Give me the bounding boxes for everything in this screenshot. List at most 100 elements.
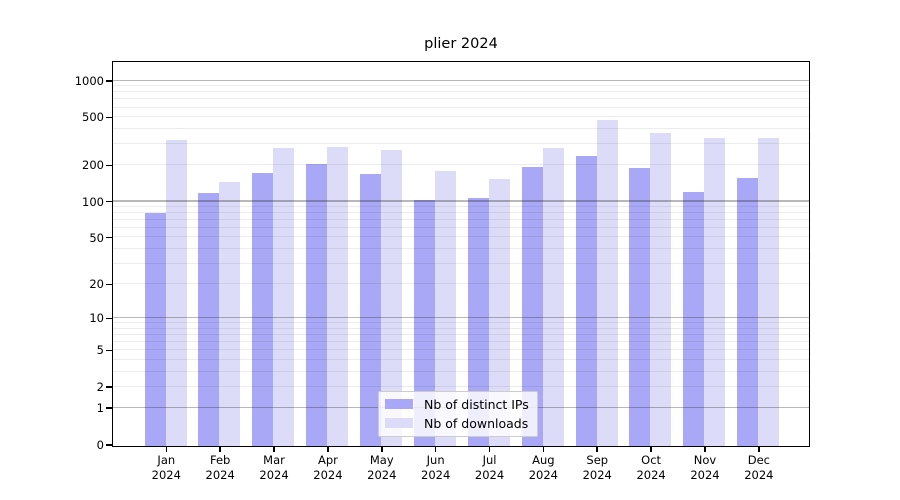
y-tick-label: 1: [96, 401, 104, 416]
x-tick-label: Aug 2024: [528, 453, 559, 482]
plot-inner: [113, 62, 809, 446]
minor-gridline: [113, 341, 809, 343]
y-tick-mark: [105, 80, 112, 82]
legend-swatch-distinct-ips: [385, 398, 413, 410]
minor-gridline: [113, 370, 809, 372]
minor-gridline: [113, 219, 809, 221]
bar-downloads: [650, 133, 672, 446]
y-tick-label: 1000: [74, 73, 104, 88]
minor-gridline: [113, 116, 809, 118]
x-tick-label: Oct 2024: [636, 453, 666, 482]
bar-distinct-ips: [413, 199, 435, 446]
x-tick-mark: [758, 446, 760, 452]
bar-distinct-ips: [144, 212, 166, 446]
minor-gridline: [113, 262, 809, 264]
minor-gridline: [113, 236, 809, 238]
legend-label: Nb of distinct IPs: [424, 396, 529, 412]
x-tick-label: Jun 2024: [421, 453, 451, 482]
gridlines-layer: [113, 62, 809, 446]
y-tick-mark: [105, 407, 112, 410]
bar-downloads: [758, 137, 780, 446]
bar-distinct-ips: [306, 163, 328, 446]
y-tick-label: 50: [89, 230, 104, 245]
minor-gridline: [113, 127, 809, 129]
legend-swatch-downloads: [385, 417, 413, 429]
x-tick-label: Jul 2024: [474, 453, 505, 482]
y-tick-label: 5: [96, 343, 104, 358]
minor-gridline: [113, 142, 809, 144]
bar-downloads: [704, 138, 726, 446]
y-tick-mark: [105, 349, 112, 352]
y-tick-label: 10: [89, 311, 104, 326]
minor-gridline: [113, 85, 809, 87]
x-tick-label: Apr 2024: [313, 453, 343, 482]
minor-gridline: [113, 227, 809, 229]
major-gridline: [113, 317, 809, 319]
legend-item: Nb of distinct IPs: [385, 396, 529, 412]
chart-title: plier 2024: [424, 36, 498, 52]
x-tick-mark: [650, 446, 652, 452]
minor-gridline: [113, 212, 809, 214]
bar-distinct-ips: [198, 192, 220, 446]
minor-gridline: [113, 106, 809, 108]
bar-downloads: [273, 148, 295, 446]
bar-distinct-ips: [737, 177, 759, 446]
x-tick-mark: [165, 446, 168, 452]
x-tick-mark: [704, 446, 706, 452]
y-tick-label: 20: [89, 277, 104, 292]
bar-downloads: [596, 120, 618, 446]
minor-gridline: [113, 334, 809, 336]
x-tick-mark: [434, 446, 437, 452]
bar-distinct-ips: [575, 155, 597, 446]
x-tick-label: Dec 2024: [744, 453, 774, 482]
bar-downloads: [165, 139, 187, 446]
x-tick-label: Nov 2024: [690, 453, 720, 482]
minor-gridline: [113, 358, 809, 360]
minor-gridline: [113, 98, 809, 100]
y-tick-mark: [105, 283, 112, 286]
x-tick-label: Jan 2024: [151, 453, 181, 482]
bar-distinct-ips: [360, 174, 382, 446]
x-tick-mark: [542, 446, 545, 452]
bar-downloads: [488, 179, 510, 446]
bar-distinct-ips: [683, 191, 705, 446]
x-tick-mark: [488, 446, 491, 452]
minor-gridline: [113, 327, 809, 329]
plot-area: [112, 61, 810, 447]
x-tick-mark: [327, 446, 329, 452]
bar-distinct-ips: [521, 167, 543, 446]
minor-gridline: [113, 91, 809, 93]
major-gridline: [113, 200, 809, 202]
major-gridline: [113, 79, 809, 81]
legend-label: Nb of downloads: [424, 415, 529, 431]
y-tick-label: 100: [82, 194, 104, 209]
y-tick-label: 200: [82, 158, 104, 173]
minor-gridline: [113, 283, 809, 285]
minor-gridline: [113, 322, 809, 324]
legend: Nb of distinct IPs Nb of downloads: [378, 391, 538, 437]
minor-gridline: [113, 205, 809, 207]
bar-distinct-ips: [252, 172, 274, 446]
x-tick-mark: [596, 446, 599, 452]
x-tick-label: Feb 2024: [205, 453, 235, 482]
bar-downloads: [542, 148, 564, 446]
bar-distinct-ips: [629, 168, 651, 446]
minor-gridline: [113, 349, 809, 351]
y-tick-mark: [105, 386, 112, 388]
legend-item: Nb of downloads: [385, 415, 529, 431]
x-tick-mark: [380, 446, 383, 452]
x-tick-label: Mar 2024: [259, 453, 289, 482]
y-tick-mark: [105, 200, 112, 203]
y-tick-mark: [105, 116, 112, 119]
y-tick-mark: [105, 236, 112, 239]
x-tick-label: Sep 2024: [582, 453, 612, 482]
minor-gridline: [113, 385, 809, 387]
y-tick-label: 500: [82, 110, 104, 125]
y-tick-mark: [105, 164, 112, 167]
x-tick-mark: [273, 446, 275, 452]
y-tick-mark: [105, 317, 112, 320]
bar-downloads: [219, 182, 241, 446]
minor-gridline: [113, 247, 809, 249]
x-tick-mark: [219, 446, 221, 452]
bars-layer: [113, 62, 809, 446]
